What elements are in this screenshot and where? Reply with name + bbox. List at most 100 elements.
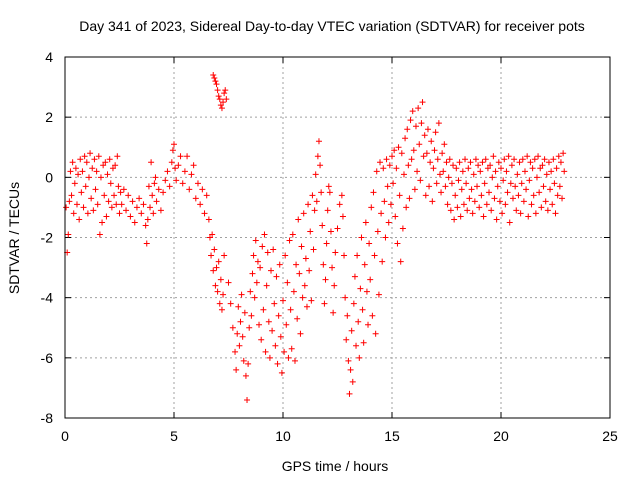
- data-point: [556, 183, 563, 190]
- plot-frame: [64, 56, 611, 419]
- data-point: [359, 306, 366, 313]
- data-point: [496, 198, 503, 205]
- data-point: [457, 213, 464, 220]
- data-point: [208, 252, 215, 259]
- data-point: [63, 204, 70, 211]
- data-point: [422, 192, 429, 199]
- data-point: [214, 288, 221, 295]
- data-point: [380, 165, 387, 172]
- data-point: [147, 204, 154, 211]
- data-point: [513, 207, 520, 214]
- data-point: [206, 234, 213, 241]
- data-point: [257, 264, 264, 271]
- data-point: [356, 354, 363, 361]
- data-point: [397, 258, 404, 265]
- data-point: [299, 294, 306, 301]
- data-point: [519, 156, 526, 163]
- data-point: [307, 228, 314, 235]
- x-tick-label: 10: [275, 428, 291, 444]
- y-tick-label: -6: [41, 350, 54, 366]
- data-point: [379, 258, 386, 265]
- data-point: [410, 147, 417, 154]
- data-point: [543, 171, 550, 178]
- data-point: [80, 204, 87, 211]
- data-point: [544, 207, 551, 214]
- data-point: [346, 390, 353, 397]
- data-point: [370, 189, 377, 196]
- tick-labels: 0 5 10 15 20 25 -8 -6 -4 -2 0 2 4: [41, 49, 618, 444]
- data-point: [254, 258, 261, 265]
- data-point: [487, 162, 494, 169]
- data-point: [398, 150, 405, 157]
- data-point: [297, 330, 304, 337]
- data-point: [96, 231, 103, 238]
- data-point: [405, 162, 412, 169]
- data-point: [527, 159, 534, 166]
- data-point: [205, 216, 212, 223]
- data-point: [274, 360, 281, 367]
- data-point: [270, 246, 277, 253]
- data-point: [332, 249, 339, 256]
- data-point: [381, 198, 388, 205]
- data-point: [218, 105, 225, 112]
- data-point: [369, 312, 376, 319]
- data-point: [263, 282, 270, 289]
- data-point: [149, 192, 156, 199]
- data-point: [374, 228, 381, 235]
- data-point: [419, 99, 426, 106]
- data-point: [440, 168, 447, 175]
- data-point: [131, 219, 138, 226]
- data-point: [66, 198, 73, 205]
- data-point: [502, 201, 509, 208]
- data-point: [528, 201, 535, 208]
- data-point: [452, 192, 459, 199]
- data-point: [184, 153, 191, 160]
- data-point: [148, 159, 155, 166]
- data-point: [276, 261, 283, 268]
- data-point: [345, 357, 352, 364]
- data-point: [203, 192, 210, 199]
- data-point: [393, 165, 400, 172]
- data-point: [241, 309, 248, 316]
- data-point: [545, 159, 552, 166]
- data-point: [125, 192, 132, 199]
- data-point: [112, 162, 119, 169]
- data-point: [266, 354, 273, 361]
- data-point: [542, 198, 549, 205]
- data-point: [209, 231, 216, 238]
- data-point: [240, 357, 247, 364]
- data-point: [69, 159, 76, 166]
- data-point: [212, 282, 219, 289]
- data-point: [318, 189, 325, 196]
- data-point: [114, 153, 121, 160]
- data-point: [427, 159, 434, 166]
- data-point: [456, 159, 463, 166]
- data-point: [330, 309, 337, 316]
- data-point: [229, 324, 236, 331]
- data-point: [289, 231, 296, 238]
- data-point: [539, 162, 546, 169]
- data-point: [269, 327, 276, 334]
- data-point: [455, 177, 462, 184]
- data-point: [106, 156, 113, 163]
- data-point: [537, 165, 544, 172]
- data-point: [483, 201, 490, 208]
- data-point: [155, 186, 162, 193]
- data-point: [308, 297, 315, 304]
- data-point: [173, 177, 180, 184]
- data-point: [426, 183, 433, 190]
- data-point: [84, 210, 91, 217]
- data-point: [288, 345, 295, 352]
- data-point: [540, 183, 547, 190]
- data-point: [78, 189, 85, 196]
- data-point: [314, 153, 321, 160]
- data-point: [113, 201, 120, 208]
- data-point: [290, 288, 297, 295]
- data-point: [560, 150, 567, 157]
- data-point: [501, 156, 508, 163]
- data-point: [351, 273, 358, 280]
- data-point: [278, 369, 285, 376]
- data-point: [402, 135, 409, 142]
- data-point: [246, 324, 253, 331]
